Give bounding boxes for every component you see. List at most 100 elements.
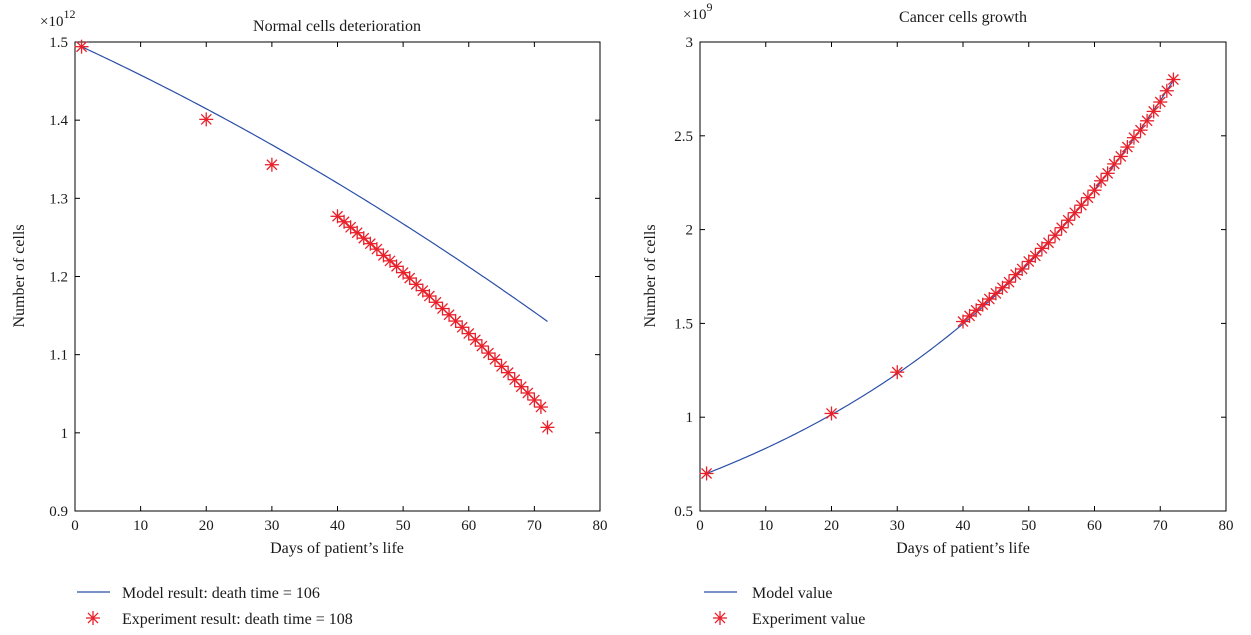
experiment-point xyxy=(264,157,279,172)
y-multiplier-base: ×10 xyxy=(683,7,706,23)
experiment-series xyxy=(74,39,555,435)
experiment-point xyxy=(1080,190,1095,205)
experiment-point xyxy=(383,253,397,268)
experiment-point xyxy=(396,265,411,280)
experiment-point xyxy=(956,314,970,329)
experiment-point xyxy=(1015,261,1030,276)
y-tick-label: 1.1 xyxy=(49,348,68,364)
experiment-series xyxy=(699,72,1181,481)
y-axis-label: Number of cells xyxy=(642,224,659,327)
x-tick-label: 10 xyxy=(758,518,773,534)
experiment-point xyxy=(1008,267,1023,282)
model-line xyxy=(81,46,548,322)
experiment-point xyxy=(962,308,977,323)
y-multiplier-base: ×10 xyxy=(40,14,63,30)
x-tick-label: 50 xyxy=(1021,518,1036,534)
experiment-point xyxy=(975,297,990,312)
model-series xyxy=(706,80,1174,475)
x-axis-label: Days of patient’s life xyxy=(896,540,1030,557)
experiment-point xyxy=(356,231,371,246)
experiment-point xyxy=(376,248,391,263)
legend-model-label: Model value xyxy=(752,585,832,602)
experiment-point xyxy=(533,400,548,415)
x-tick-label: 10 xyxy=(133,518,148,534)
y-multiplier-exponent: 12 xyxy=(63,7,75,21)
y-tick-label: 1 xyxy=(686,410,694,426)
experiment-point xyxy=(1087,183,1102,198)
y-multiplier: ×109 xyxy=(683,0,712,23)
experiment-point xyxy=(74,39,89,54)
y-multiplier-exponent: 9 xyxy=(706,0,712,14)
y-tick-label: 1.2 xyxy=(49,270,68,286)
experiment-point xyxy=(1159,83,1174,98)
experiment-point xyxy=(995,280,1010,295)
experiment-point xyxy=(1054,220,1069,235)
experiment-point xyxy=(442,307,457,322)
experiment-point xyxy=(1034,241,1049,256)
experiment-point xyxy=(1067,205,1082,220)
y-multiplier: ×1012 xyxy=(40,7,75,30)
x-tick-label: 80 xyxy=(593,518,608,534)
x-tick-label: 20 xyxy=(824,518,839,534)
y-tick-label: 1.3 xyxy=(49,191,68,207)
x-tick-label: 0 xyxy=(696,518,704,534)
y-ticks: 0.5 1 1.5 2 2.5 3 xyxy=(674,35,1226,520)
legend-model-label: Model result: death time = 106 xyxy=(122,585,320,602)
experiment-point xyxy=(1126,130,1141,145)
legend-marker-swatch xyxy=(713,611,727,625)
experiment-point xyxy=(969,303,984,318)
experiment-point xyxy=(1120,140,1135,155)
experiment-point xyxy=(982,292,997,307)
y-tick-label: 0.5 xyxy=(674,504,693,520)
model-line xyxy=(706,80,1174,475)
experiment-point xyxy=(488,352,502,367)
normal-cells-chart: Normal cells deterioration ×1012 Days of… xyxy=(11,7,608,628)
y-tick-label: 3 xyxy=(686,35,694,51)
y-ticks: 0.9 1 1.1 1.2 1.3 1.4 1.5 xyxy=(49,35,600,520)
experiment-point xyxy=(337,214,352,229)
experiment-point xyxy=(699,466,714,481)
experiment-point xyxy=(1146,104,1161,119)
x-ticks: 0 10 20 30 40 50 60 70 80 xyxy=(71,42,608,534)
legend-star-icon xyxy=(86,611,100,625)
legend-marker-swatch xyxy=(86,611,100,625)
experiment-point xyxy=(1074,198,1089,213)
model-series xyxy=(81,46,548,322)
x-ticks: 0 10 20 30 40 50 60 70 80 xyxy=(696,42,1234,534)
experiment-point xyxy=(1048,228,1063,243)
y-axis-label: Number of cells xyxy=(11,224,28,327)
legend: Model value Experiment value xyxy=(704,585,865,628)
legend: Model result: death time = 106 Experimen… xyxy=(77,585,353,628)
chart-title: Cancer cells growth xyxy=(899,9,1027,26)
plot-frame xyxy=(74,41,601,512)
x-tick-label: 60 xyxy=(461,518,476,534)
experiment-point xyxy=(350,225,365,240)
x-tick-label: 0 xyxy=(71,518,79,534)
experiment-point xyxy=(481,346,496,361)
x-tick-label: 70 xyxy=(1153,518,1168,534)
plot-frame xyxy=(699,41,1227,512)
experiment-point xyxy=(1133,123,1148,138)
legend-experiment-label: Experiment result: death time = 108 xyxy=(122,611,353,628)
y-tick-label: 1.5 xyxy=(674,316,693,332)
x-tick-label: 40 xyxy=(330,518,345,534)
x-tick-label: 60 xyxy=(1087,518,1102,534)
chart-title: Normal cells deterioration xyxy=(253,18,421,35)
x-tick-label: 80 xyxy=(1219,518,1234,534)
x-tick-label: 70 xyxy=(527,518,542,534)
experiment-point xyxy=(507,372,522,387)
experiment-point xyxy=(1113,149,1128,164)
experiment-point xyxy=(415,283,430,298)
experiment-point xyxy=(1100,166,1115,181)
experiment-point xyxy=(199,112,214,127)
experiment-point xyxy=(363,236,378,251)
experiment-point xyxy=(343,220,358,235)
experiment-point xyxy=(1021,254,1036,269)
x-axis-label: Days of patient’s life xyxy=(270,540,404,557)
experiment-point xyxy=(1041,235,1056,250)
experiment-point xyxy=(1140,113,1155,128)
experiment-point xyxy=(824,406,839,421)
experiment-point xyxy=(1002,275,1017,290)
y-tick-label: 1.4 xyxy=(49,113,68,129)
